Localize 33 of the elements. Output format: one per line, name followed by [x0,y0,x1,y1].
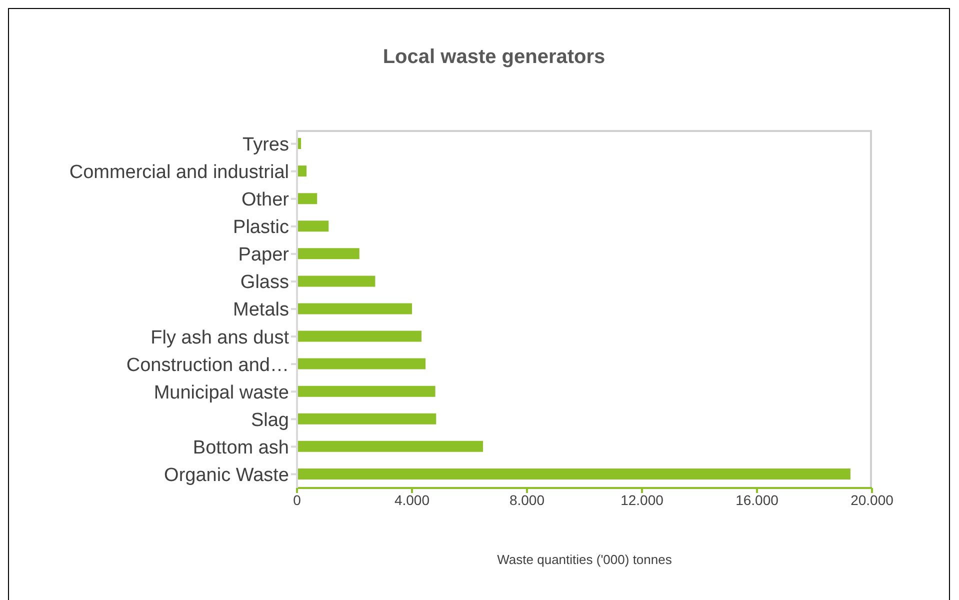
y-tick-label: Bottom ash [192,437,289,458]
y-tick-label: Municipal waste [154,382,289,404]
y-tick-label: Organic Waste [164,464,289,486]
bar [297,386,436,397]
x-tick-label: 8.000 [509,492,545,508]
y-tick-label: Tyres [242,134,289,156]
bar [297,440,484,452]
y-tick-label: Plastic [233,217,289,238]
y-tick-label: Commercial and industrial [69,162,289,184]
y-tick-label: Metals [233,300,289,321]
x-tick-label: 12.000 [620,492,664,508]
bar [297,193,318,204]
x-tick-label: 20.000 [850,492,894,508]
bar [297,358,426,370]
y-tick-label: Paper [238,244,290,266]
bar [297,276,376,287]
bar [297,248,360,260]
bar [297,303,412,314]
bar [297,330,422,342]
y-tick-label: Other [241,190,290,211]
y-tick-label: Fly ash ans dust [150,327,290,348]
x-axis-title: Waste quantities ('000) tonnes [496,552,673,567]
bar [297,166,306,177]
bar [297,220,329,232]
x-tick-label: 16.000 [736,492,779,508]
x-tick-label: 0 [293,492,302,508]
y-tick-label: Glass [240,272,289,294]
y-tick-label: Construction and… [126,354,289,376]
bar [297,468,850,480]
y-tick-label: Slag [250,410,289,431]
chart-title: Local waste generators [382,46,606,69]
bar [297,413,436,424]
x-tick-label: 4.000 [394,492,430,508]
